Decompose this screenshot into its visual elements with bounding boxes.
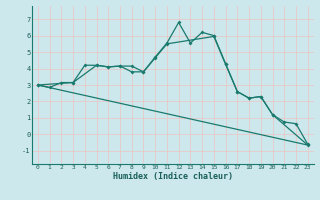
X-axis label: Humidex (Indice chaleur): Humidex (Indice chaleur) — [113, 172, 233, 181]
